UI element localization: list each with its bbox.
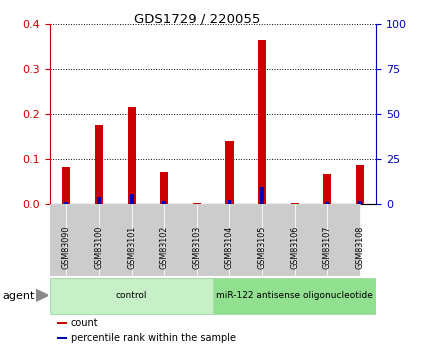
Text: miR-122 antisense oligonucleotide: miR-122 antisense oligonucleotide [216, 291, 372, 300]
Text: GSM83107: GSM83107 [322, 225, 331, 269]
Bar [229, 204, 261, 276]
Bar [99, 204, 131, 276]
Bar [129, 194, 133, 204]
Text: GSM83103: GSM83103 [192, 225, 201, 268]
Polygon shape [36, 289, 48, 301]
Bar [64, 202, 68, 204]
Bar [160, 172, 168, 204]
Text: percentile rank within the sample: percentile rank within the sample [71, 333, 235, 343]
Text: GSM83100: GSM83100 [94, 225, 103, 268]
Text: GSM83101: GSM83101 [127, 225, 136, 268]
Bar [290, 203, 298, 204]
Bar [162, 201, 166, 204]
Text: GSM83104: GSM83104 [224, 225, 233, 268]
Bar [97, 197, 101, 204]
Bar [56, 337, 67, 339]
Text: GDS1729 / 220055: GDS1729 / 220055 [133, 12, 260, 25]
Text: GSM83090: GSM83090 [62, 225, 71, 269]
Bar [95, 125, 103, 204]
Bar [260, 187, 263, 204]
Bar [213, 278, 375, 314]
Bar [164, 204, 196, 276]
Bar [355, 166, 363, 204]
Bar [326, 204, 359, 276]
Text: GSM83102: GSM83102 [159, 225, 168, 269]
Bar [325, 202, 329, 204]
Text: GSM83106: GSM83106 [289, 225, 299, 268]
Bar [56, 322, 67, 324]
Bar [192, 203, 201, 204]
Bar [261, 204, 294, 276]
Bar [322, 174, 331, 204]
Text: GSM83108: GSM83108 [355, 225, 364, 268]
Bar [196, 204, 229, 276]
Bar [357, 201, 361, 204]
Bar [66, 204, 99, 276]
Bar [62, 167, 70, 204]
Text: control: control [115, 291, 147, 300]
Text: GSM83105: GSM83105 [257, 225, 266, 269]
Bar [131, 204, 164, 276]
Text: agent: agent [2, 291, 34, 300]
Bar [127, 107, 135, 204]
Bar [294, 204, 326, 276]
Bar [225, 141, 233, 204]
Bar [50, 278, 213, 314]
Text: count: count [71, 318, 99, 328]
Bar [257, 40, 266, 204]
Bar [34, 204, 66, 276]
Bar [227, 200, 231, 204]
